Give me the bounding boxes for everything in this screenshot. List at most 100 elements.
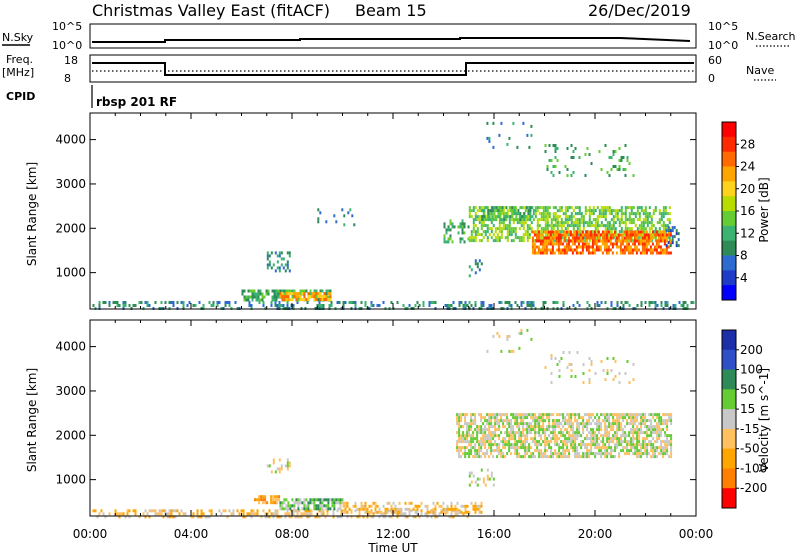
data-cell xyxy=(666,212,669,216)
data-cell xyxy=(396,301,399,304)
data-cell xyxy=(472,230,475,234)
data-cell xyxy=(490,425,493,429)
cpid-value: rbsp 201 RF xyxy=(96,95,177,109)
data-cell xyxy=(610,422,613,426)
data-cell xyxy=(116,301,119,304)
data-cell xyxy=(565,251,568,255)
data-cell xyxy=(570,224,573,228)
data-cell xyxy=(638,227,641,231)
data-cell xyxy=(668,419,671,423)
data-cell xyxy=(470,449,473,453)
data-cell xyxy=(602,209,605,213)
data-cell xyxy=(504,431,507,435)
data-cell xyxy=(633,233,636,237)
data-cell xyxy=(538,431,541,435)
data-cell xyxy=(587,248,590,252)
data-cell xyxy=(210,509,213,513)
data-cell xyxy=(604,452,607,456)
data-cell xyxy=(378,507,381,511)
data-cell xyxy=(524,440,527,444)
data-cell xyxy=(341,501,344,505)
data-cell xyxy=(303,504,306,508)
data-cell xyxy=(559,251,562,255)
data-cell xyxy=(635,245,638,249)
data-cell xyxy=(279,501,282,505)
data-cell xyxy=(519,215,522,219)
data-cell xyxy=(480,301,483,304)
data-cell xyxy=(327,295,330,299)
data-cell xyxy=(484,233,487,237)
data-cell xyxy=(488,455,491,459)
data-cell xyxy=(520,422,523,426)
data-cell xyxy=(446,507,449,511)
data-cell xyxy=(670,443,673,447)
data-cell xyxy=(606,452,609,456)
data-cell xyxy=(494,227,497,231)
data-cell xyxy=(622,221,625,225)
data-cell xyxy=(588,437,591,441)
data-cell xyxy=(626,440,629,444)
data-cell xyxy=(275,289,278,293)
data-cell xyxy=(472,236,475,240)
data-cell xyxy=(558,360,561,363)
velocity-colorbar-label: Velocity [m s^-1] xyxy=(757,368,771,472)
data-cell xyxy=(612,425,615,429)
data-cell xyxy=(605,236,608,240)
data-cell xyxy=(474,262,477,266)
data-cell xyxy=(506,233,509,237)
colorbar-swatch xyxy=(722,136,736,153)
data-cell xyxy=(172,509,175,513)
data-cell xyxy=(650,431,653,435)
data-cell xyxy=(262,304,265,307)
data-cell xyxy=(526,304,529,307)
data-cell xyxy=(502,227,505,231)
data-cell xyxy=(306,512,309,516)
data-cell xyxy=(602,452,605,456)
data-cell xyxy=(144,301,147,304)
data-cell xyxy=(210,304,213,307)
data-cell xyxy=(615,245,618,249)
data-cell xyxy=(148,509,151,513)
data-cell xyxy=(500,212,503,216)
data-cell xyxy=(648,215,651,219)
data-cell xyxy=(560,357,563,360)
data-cell xyxy=(610,301,613,304)
data-cell xyxy=(560,428,563,432)
data-cell xyxy=(274,495,277,499)
data-cell xyxy=(541,233,544,237)
data-cell xyxy=(134,509,137,513)
data-cell xyxy=(618,372,621,375)
data-cell xyxy=(498,419,501,423)
data-cell xyxy=(474,504,477,508)
data-cell xyxy=(558,209,561,213)
data-cell xyxy=(666,218,669,222)
data-cell xyxy=(569,248,572,252)
data-cell xyxy=(624,233,627,237)
data-cell xyxy=(494,449,497,453)
data-cell xyxy=(638,449,641,453)
data-cell xyxy=(655,230,658,234)
data-cell xyxy=(599,245,602,249)
data-cell xyxy=(404,507,407,511)
data-cell xyxy=(528,428,531,432)
data-cell xyxy=(530,431,533,435)
data-cell xyxy=(588,304,591,307)
data-cell xyxy=(675,232,678,236)
data-cell xyxy=(134,512,137,516)
data-cell xyxy=(578,416,581,420)
data-cell xyxy=(572,431,575,435)
data-cell xyxy=(274,269,277,273)
data-cell xyxy=(476,477,479,481)
data-cell xyxy=(478,449,481,453)
data-cell xyxy=(614,431,617,435)
data-cell xyxy=(500,121,503,125)
data-cell xyxy=(578,224,581,228)
data-cell xyxy=(480,455,483,459)
data-cell xyxy=(330,301,333,304)
data-cell xyxy=(540,443,543,447)
data-cell xyxy=(604,422,607,426)
data-cell xyxy=(534,449,537,453)
data-cell xyxy=(500,236,503,240)
data-cell xyxy=(545,239,548,243)
data-cell xyxy=(666,301,669,304)
